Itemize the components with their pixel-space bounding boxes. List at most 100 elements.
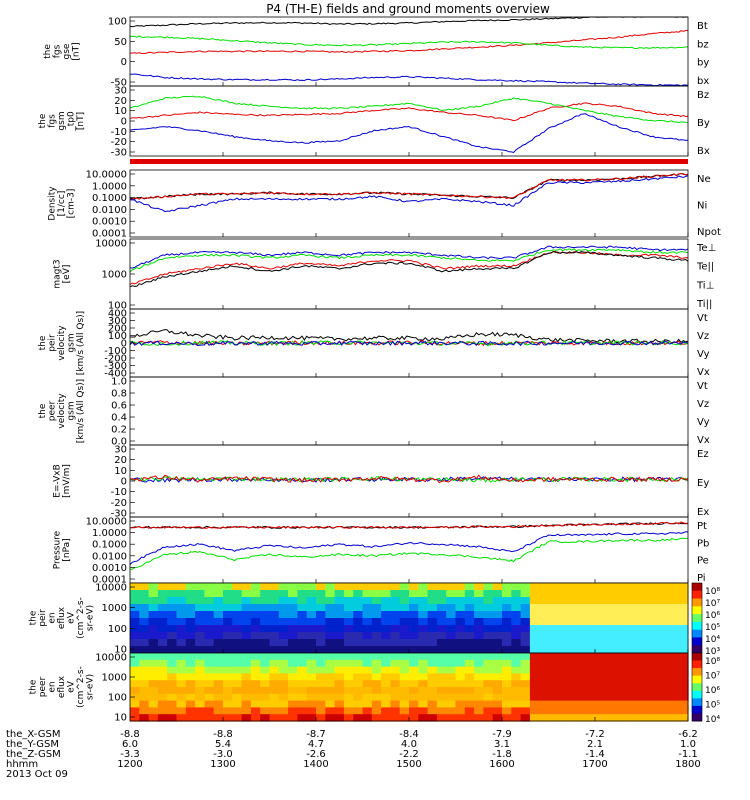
- spectrogram-cell: [399, 597, 410, 605]
- spectrogram-cell: [650, 666, 661, 674]
- spectrogram-cell: [669, 680, 680, 688]
- spectrogram-cell: [585, 659, 596, 668]
- spectrogram-cell: [343, 618, 354, 626]
- spectrogram-cell: [595, 659, 605, 668]
- spectrogram-cell: [297, 673, 308, 681]
- spectrogram-cell: [632, 673, 643, 681]
- spectrogram-cell: [613, 590, 624, 598]
- spectrogram-cell: [157, 707, 168, 715]
- spectrogram-cell: [325, 707, 336, 715]
- spectrogram-cell: [641, 590, 652, 598]
- spectrogram-cell: [576, 666, 587, 674]
- spectrogram-cell: [585, 714, 596, 722]
- spectrogram-cell: [455, 693, 466, 702]
- y-axis-label-line: velocity: [57, 393, 67, 429]
- spectrogram-cell: [418, 680, 429, 688]
- spectrogram-cell: [371, 693, 382, 702]
- spectrogram-cell: [409, 693, 419, 702]
- spectrogram-cell: [474, 673, 484, 681]
- spectrogram-cell: [157, 680, 168, 688]
- spectrogram-cell: [399, 700, 410, 708]
- spectrogram-cell: [371, 625, 382, 633]
- spectrogram-cell: [130, 625, 140, 633]
- spectrogram-cell: [567, 659, 577, 668]
- divider-bar: [130, 159, 688, 164]
- spectrogram-cell: [213, 700, 224, 708]
- spectrogram-cell: [316, 714, 326, 722]
- spectrogram-cell: [250, 625, 261, 633]
- y-tick-label: 1000: [102, 603, 127, 614]
- spectrogram-cell: [622, 666, 633, 674]
- spectrogram-cell: [325, 639, 336, 647]
- spectrogram-cell: [502, 611, 512, 619]
- y-tick-label: 10: [114, 713, 127, 724]
- spectrogram-cell: [539, 646, 550, 654]
- spectrogram-cell: [641, 653, 652, 661]
- spectrogram-cell: [455, 659, 466, 668]
- colorbar-frame: [691, 652, 703, 722]
- spectrogram-cell: [157, 632, 168, 640]
- spectrogram-cell: [130, 611, 140, 619]
- spectrogram-cell: [325, 611, 336, 619]
- spectrogram-cell: [316, 687, 326, 695]
- y-tick-label: 10: [114, 645, 127, 656]
- spectrogram-cell: [622, 639, 633, 647]
- spectrogram-cell: [585, 639, 596, 647]
- spectrogram-cell: [213, 632, 224, 640]
- spectrogram-cell: [362, 583, 373, 591]
- spectrogram-cell: [595, 618, 605, 626]
- spectrogram-cell: [474, 618, 484, 626]
- spectrogram-cell: [483, 659, 494, 668]
- spectrogram-cell: [334, 625, 345, 633]
- x-row-value: -8.7: [306, 729, 326, 740]
- spectrogram-cell: [595, 646, 605, 654]
- y-axis-label-line: [mV/m]: [62, 464, 72, 498]
- spectrogram-cell: [641, 714, 652, 722]
- spectrogram-cell: [539, 693, 550, 702]
- spectrogram-cell: [316, 646, 326, 654]
- legend-entry: Vx: [697, 367, 710, 378]
- spectrogram-cell: [139, 693, 150, 702]
- spectrogram-cell: [436, 590, 447, 598]
- spectrogram-cell: [520, 700, 531, 708]
- spectrogram-cell: [325, 604, 336, 612]
- spectrogram-cell: [678, 639, 689, 647]
- spectrogram-cell: [278, 639, 289, 647]
- spectrogram-cell: [576, 632, 587, 640]
- spectrogram-cell: [343, 680, 354, 688]
- y-tick-label: 1.0: [111, 377, 127, 388]
- legend-entry: Ex: [697, 507, 709, 518]
- spectrogram-cell: [334, 632, 345, 640]
- spectrogram-cell: [232, 611, 243, 619]
- spectrogram-cell: [167, 666, 178, 674]
- spectrogram-cell: [185, 611, 196, 619]
- spectrogram-cell: [678, 583, 689, 591]
- legend-entry: Te⊥: [696, 243, 716, 254]
- spectrogram-cell: [641, 680, 652, 688]
- spectrogram-cell: [669, 659, 680, 668]
- spectrogram-cell: [130, 632, 140, 640]
- spectrogram-cell: [464, 625, 475, 633]
- spectrogram-cell: [241, 673, 252, 681]
- spectrogram-cell: [502, 687, 512, 695]
- spectrogram-cell: [278, 646, 289, 654]
- spectrogram-cell: [613, 646, 624, 654]
- spectrogram-cell: [641, 673, 652, 681]
- spectrogram-cell: [195, 604, 205, 612]
- spectrogram-cell: [427, 597, 438, 605]
- spectrogram-cell: [334, 611, 345, 619]
- spectrogram-cell: [418, 618, 429, 626]
- spectrogram-cell: [139, 673, 150, 681]
- spectrogram-cell: [306, 597, 317, 605]
- spectrogram-cell: [455, 673, 466, 681]
- spectrogram-cell: [269, 659, 280, 668]
- spectrogram-cell: [576, 653, 587, 661]
- spectrogram-cell: [213, 673, 224, 681]
- spectrogram-cell: [660, 653, 670, 661]
- x-row-label: hhmm: [6, 759, 38, 770]
- spectrogram-cell: [418, 714, 429, 722]
- spectrogram-cell: [511, 618, 522, 626]
- spectrogram-cell: [529, 639, 540, 647]
- spectrogram-cell: [557, 639, 568, 647]
- spectrogram-cell: [148, 583, 159, 591]
